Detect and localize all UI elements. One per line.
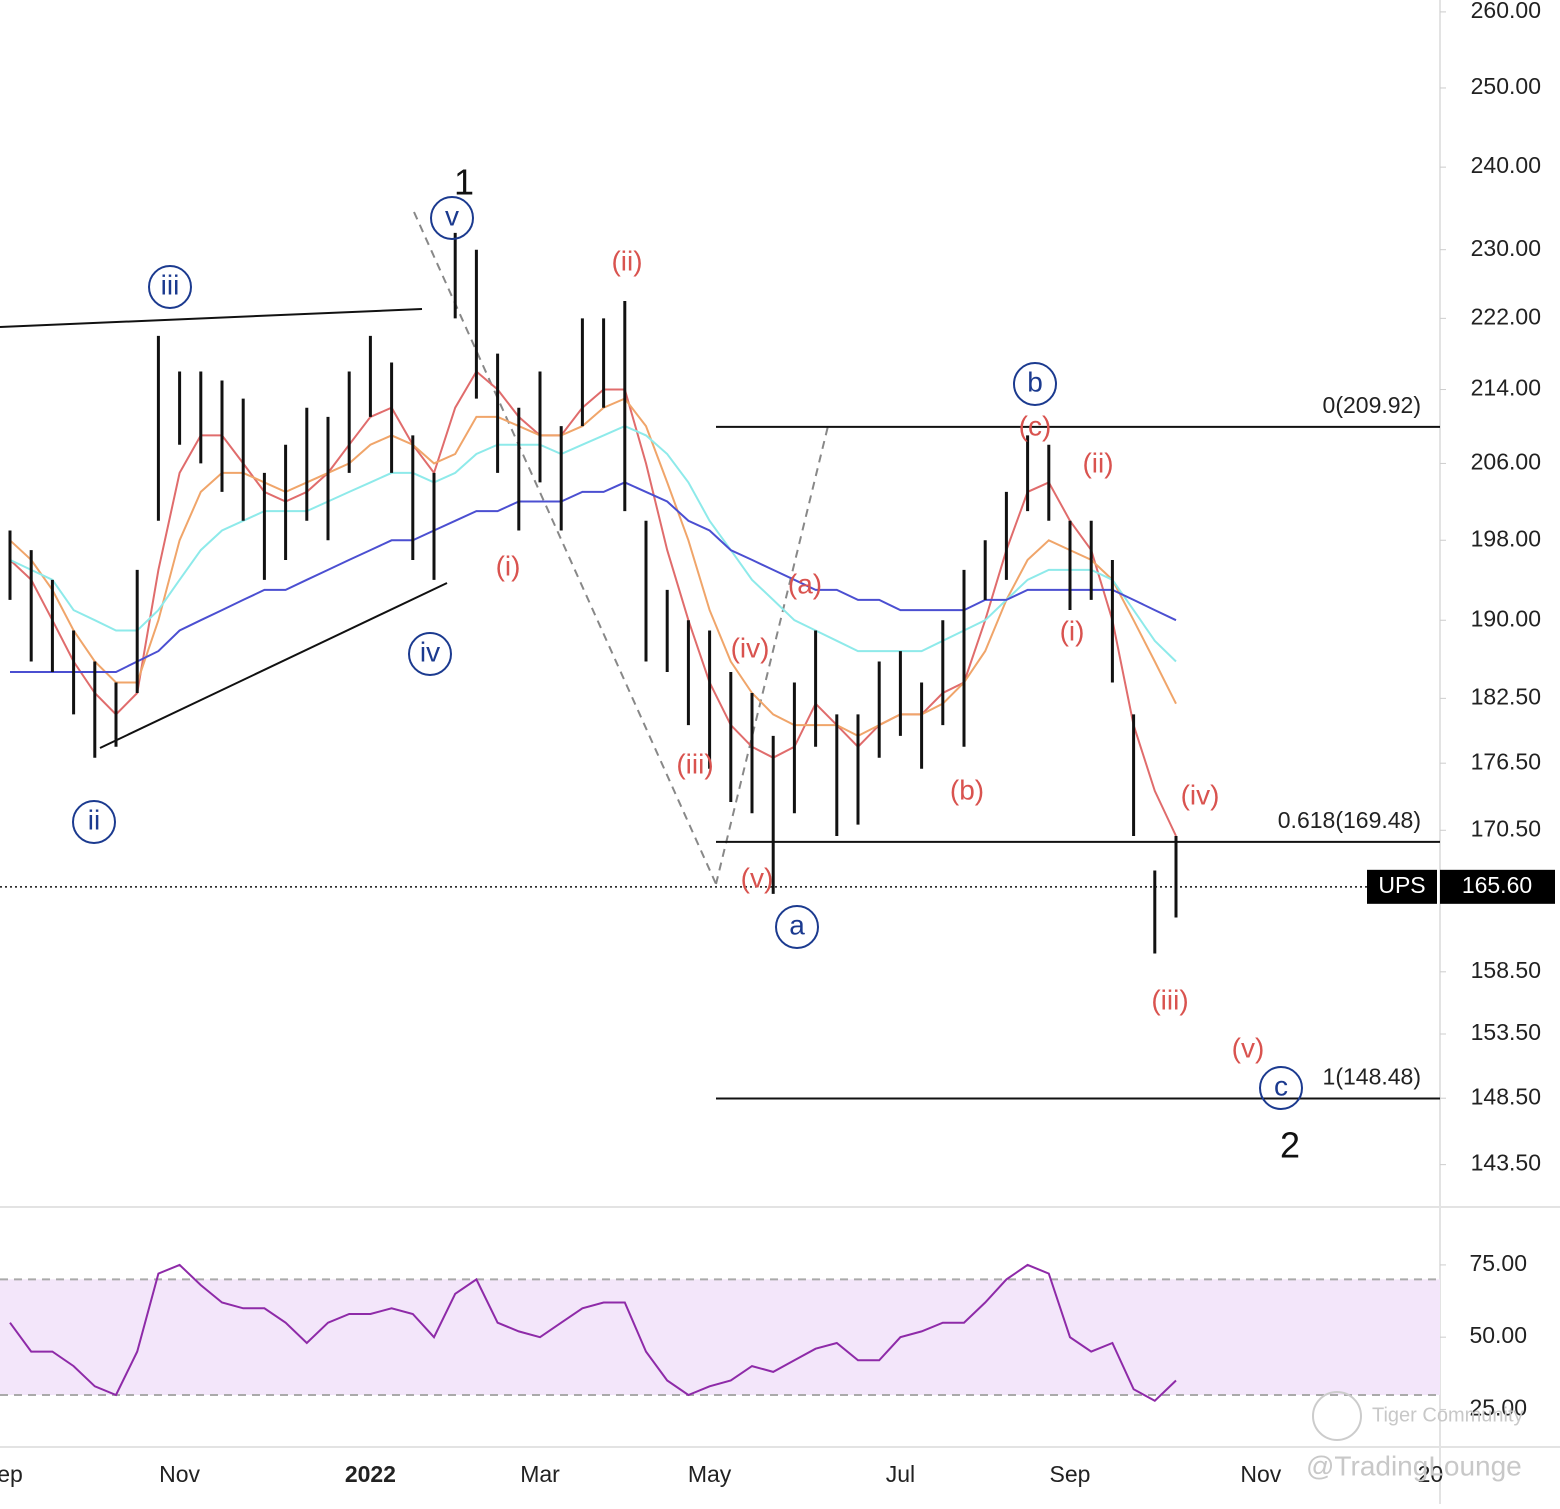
wave-label: iv — [420, 636, 440, 667]
y-tick-label: 230.00 — [1471, 235, 1541, 261]
wave-circle — [408, 632, 452, 676]
fib-label: 0.618(169.48) — [1278, 807, 1421, 833]
watermark: @TradingLounge — [1306, 1450, 1522, 1481]
x-tick-label: Nov — [159, 1461, 200, 1487]
y-tick-label: 198.00 — [1471, 525, 1541, 551]
y-tick-label: 143.50 — [1471, 1150, 1541, 1176]
wave-label: a — [789, 909, 805, 940]
wave-label: 1 — [454, 162, 474, 203]
x-tick-label: 20 — [1418, 1461, 1444, 1487]
moving-average — [9, 369, 1177, 837]
x-tick-label: Mar — [520, 1461, 560, 1487]
y-tick-label: 222.00 — [1471, 303, 1541, 329]
y-tick-label: 75.00 — [1469, 1250, 1527, 1276]
wave-circle — [148, 265, 192, 309]
price-tag — [1440, 869, 1555, 904]
y-tick-label: 260.00 — [1471, 0, 1541, 23]
wave-circle — [1013, 362, 1057, 406]
wave-label: (v) — [1232, 1032, 1265, 1063]
x-tick-label: Sep — [1050, 1461, 1091, 1487]
wave-circle — [72, 800, 116, 844]
wave-circle — [775, 905, 819, 949]
wave-label: (iii) — [676, 748, 713, 779]
wave-circle — [1259, 1066, 1303, 1110]
wave-label: (a) — [788, 568, 822, 599]
y-tick-label: 176.50 — [1471, 748, 1541, 774]
x-tick-label: Jul — [886, 1461, 915, 1487]
wave-label: (i) — [1060, 615, 1085, 646]
dashed-trendline — [413, 211, 717, 885]
wave-circle — [430, 196, 474, 240]
x-tick-label: Nov — [1240, 1461, 1281, 1487]
y-tick-label: 206.00 — [1471, 449, 1541, 475]
wave-label: ii — [88, 804, 100, 835]
wave-label: c — [1274, 1070, 1288, 1101]
rsi-line — [9, 1263, 1177, 1403]
wave-label: b — [1027, 366, 1043, 397]
y-tick-label: 148.50 — [1471, 1083, 1541, 1109]
fib-label: 1(148.48) — [1323, 1064, 1421, 1090]
moving-average — [10, 481, 1177, 673]
y-tick-label: 182.50 — [1471, 683, 1541, 709]
wave-label: (i) — [496, 550, 521, 581]
trendline — [0, 308, 423, 328]
symbol-label: UPS — [1378, 872, 1425, 898]
watermark: Tiger Community — [1372, 1404, 1524, 1426]
y-tick-label: 214.00 — [1471, 375, 1541, 401]
dashed-trendline — [715, 425, 829, 885]
y-tick-label: 158.50 — [1471, 957, 1541, 983]
x-tick-label: ep — [0, 1461, 23, 1487]
y-tick-label: 25.00 — [1469, 1395, 1527, 1421]
rsi-band — [0, 1279, 1440, 1395]
watermark-logo — [1312, 1391, 1362, 1441]
trendline — [99, 582, 448, 749]
wave-label: 2 — [1280, 1125, 1300, 1166]
wave-label: (iv) — [731, 632, 770, 663]
y-tick-label: 170.50 — [1471, 815, 1541, 841]
x-tick-label: May — [688, 1461, 732, 1487]
y-tick-label: 190.00 — [1471, 605, 1541, 631]
wave-label: (c) — [1019, 410, 1052, 441]
wave-label: (ii) — [1082, 447, 1113, 478]
wave-label: (ii) — [611, 245, 642, 276]
y-tick-label: 250.00 — [1471, 73, 1541, 99]
wave-label: v — [445, 200, 459, 231]
wave-label: (b) — [950, 774, 984, 805]
price-label: 165.60 — [1462, 872, 1532, 898]
symbol-tag — [1367, 869, 1437, 904]
wave-label: (iii) — [1151, 984, 1188, 1015]
wave-label: iii — [161, 269, 180, 300]
wave-label: (v) — [741, 862, 774, 893]
y-tick-label: 240.00 — [1471, 152, 1541, 178]
x-tick-label: 2022 — [345, 1461, 396, 1487]
y-tick-label: 153.50 — [1471, 1019, 1541, 1045]
fib-label: 0(209.92) — [1323, 392, 1421, 418]
wave-label: (iv) — [1181, 779, 1220, 810]
moving-average — [9, 425, 1177, 663]
y-tick-label: 50.00 — [1469, 1322, 1527, 1348]
moving-average — [9, 397, 1177, 738]
